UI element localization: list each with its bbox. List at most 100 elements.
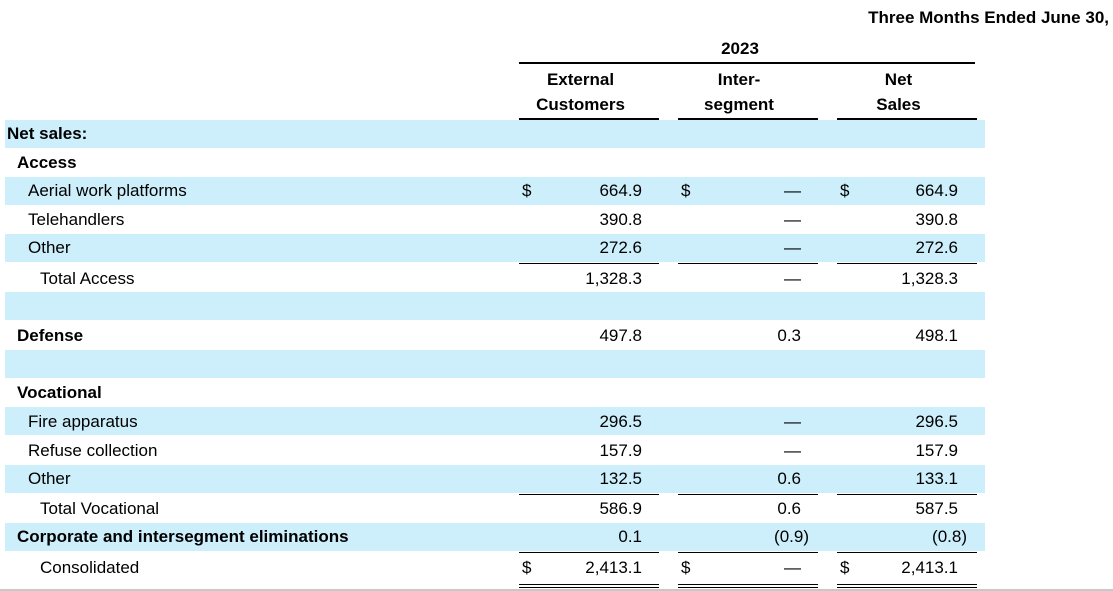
row-band — [5, 523, 985, 551]
inter-value: 0.6 — [777, 469, 801, 488]
year-underline — [519, 62, 975, 64]
row-label: Corporate and intersegment eliminations — [17, 527, 349, 546]
total-underline — [678, 552, 818, 553]
row-band — [5, 120, 985, 148]
table-row-fire-apparatus: Fire apparatus 296.5 — 296.5 — [0, 408, 1113, 436]
inter-header-line-1: Inter- — [717, 70, 761, 89]
subtotal-underline — [837, 494, 977, 495]
inter-value: — — [784, 412, 801, 431]
net-value: 272.6 — [915, 238, 958, 257]
subtotal-underline — [678, 263, 818, 264]
table-row-access-other: Other 272.6 — 272.6 — [0, 234, 1113, 262]
net-value: 296.5 — [915, 412, 958, 431]
row-band — [5, 407, 985, 435]
currency-symbol: $ — [522, 558, 532, 577]
external-header-line-1: External — [546, 70, 615, 89]
row-label: Fire apparatus — [28, 412, 138, 431]
row-band — [5, 177, 985, 205]
table-row-total-vocational: Total Vocational 586.9 0.6 587.5 — [0, 495, 1113, 523]
subtotal-underline — [519, 494, 659, 495]
external-value: 0.1 — [618, 527, 642, 546]
period-header: Three Months Ended June 30, — [868, 8, 1109, 27]
net-header-underline — [837, 118, 977, 120]
external-customers-header: External Customers — [519, 67, 642, 117]
table-row-telehandlers: Telehandlers 390.8 — 390.8 — [0, 206, 1113, 234]
external-header-line-2: Customers — [536, 95, 625, 114]
net-value: 498.1 — [915, 326, 958, 345]
row-label: Other — [28, 469, 71, 488]
currency-symbol: $ — [522, 181, 532, 200]
inter-value: — — [784, 238, 801, 257]
page-bottom-rule — [0, 589, 1113, 591]
external-value: 390.8 — [599, 210, 642, 229]
table-row-corporate-eliminations: Corporate and intersegment eliminations … — [0, 523, 1113, 551]
table-row-vocational: Vocational — [0, 379, 1113, 407]
table-row-aerial: Aerial work platforms $ 664.9 $ — $ 664.… — [0, 177, 1113, 205]
table-row-consolidated: Consolidated $ 2,413.1 $ — $ 2,413.1 — [0, 554, 1113, 582]
year-header: 2023 — [721, 39, 759, 58]
row-label: Access — [17, 153, 77, 172]
inter-value: 0.3 — [777, 326, 801, 345]
row-label: Defense — [17, 326, 84, 345]
subtotal-underline — [678, 494, 818, 495]
row-label: Consolidated — [40, 558, 140, 577]
inter-value: 0.6 — [777, 499, 801, 518]
inter-header-line-2: segment — [704, 95, 774, 114]
currency-symbol: $ — [840, 558, 850, 577]
currency-symbol: $ — [840, 181, 850, 200]
external-value: 2,413.1 — [585, 558, 642, 577]
external-value: 272.6 — [599, 238, 642, 257]
external-value: 497.8 — [599, 326, 642, 345]
currency-symbol: $ — [681, 181, 691, 200]
net-header-line-1: Net — [884, 70, 913, 89]
table-row-refuse-collection: Refuse collection 157.9 — 157.9 — [0, 437, 1113, 465]
table-row-total-access: Total Access 1,328.3 — 1,328.3 — [0, 265, 1113, 293]
total-underline — [519, 552, 659, 553]
row-label: Other — [28, 238, 71, 257]
row-label: Net sales: — [7, 124, 88, 143]
net-value: 664.9 — [915, 181, 958, 200]
row-band — [5, 350, 985, 378]
inter-value: — — [784, 269, 801, 288]
grand-total-double-underline — [519, 584, 659, 588]
external-value: 586.9 — [599, 499, 642, 518]
row-band — [5, 234, 985, 262]
table-row-defense: Defense 497.8 0.3 498.1 — [0, 322, 1113, 350]
external-value: 296.5 — [599, 412, 642, 431]
row-label: Total Vocational — [40, 499, 160, 518]
inter-header-underline — [678, 118, 818, 120]
external-value: 157.9 — [599, 441, 642, 460]
row-label: Telehandlers — [28, 210, 125, 229]
inter-value: (0.9) — [774, 527, 809, 546]
table-row-vocational-other: Other 132.5 0.6 133.1 — [0, 465, 1113, 493]
net-value: 587.5 — [915, 499, 958, 518]
net-value: 157.9 — [915, 441, 958, 460]
external-value: 664.9 — [599, 181, 642, 200]
total-underline — [837, 552, 977, 553]
inter-value: — — [784, 558, 801, 577]
row-band — [5, 465, 985, 493]
table-row-net-sales: Net sales: — [0, 120, 1113, 148]
grand-total-double-underline — [678, 584, 818, 588]
net-sales-header: Net Sales — [837, 67, 960, 117]
external-value: 1,328.3 — [585, 269, 642, 288]
net-value: 390.8 — [915, 210, 958, 229]
net-value: 1,328.3 — [901, 269, 958, 288]
grand-total-double-underline — [837, 584, 977, 588]
table-row-access: Access — [0, 149, 1113, 177]
subtotal-underline — [519, 263, 659, 264]
row-label: Total Access — [40, 269, 135, 288]
subtotal-underline — [837, 263, 977, 264]
external-header-underline — [519, 118, 659, 120]
row-label: Aerial work platforms — [28, 181, 187, 200]
row-band — [5, 292, 985, 320]
inter-value: — — [784, 210, 801, 229]
net-value: 133.1 — [915, 469, 958, 488]
net-header-line-2: Sales — [876, 95, 921, 114]
inter-value: — — [784, 181, 801, 200]
currency-symbol: $ — [681, 558, 691, 577]
net-value: 2,413.1 — [901, 558, 958, 577]
intersegment-header: Inter- segment — [678, 67, 800, 117]
external-value: 132.5 — [599, 469, 642, 488]
net-value: (0.8) — [932, 527, 967, 546]
